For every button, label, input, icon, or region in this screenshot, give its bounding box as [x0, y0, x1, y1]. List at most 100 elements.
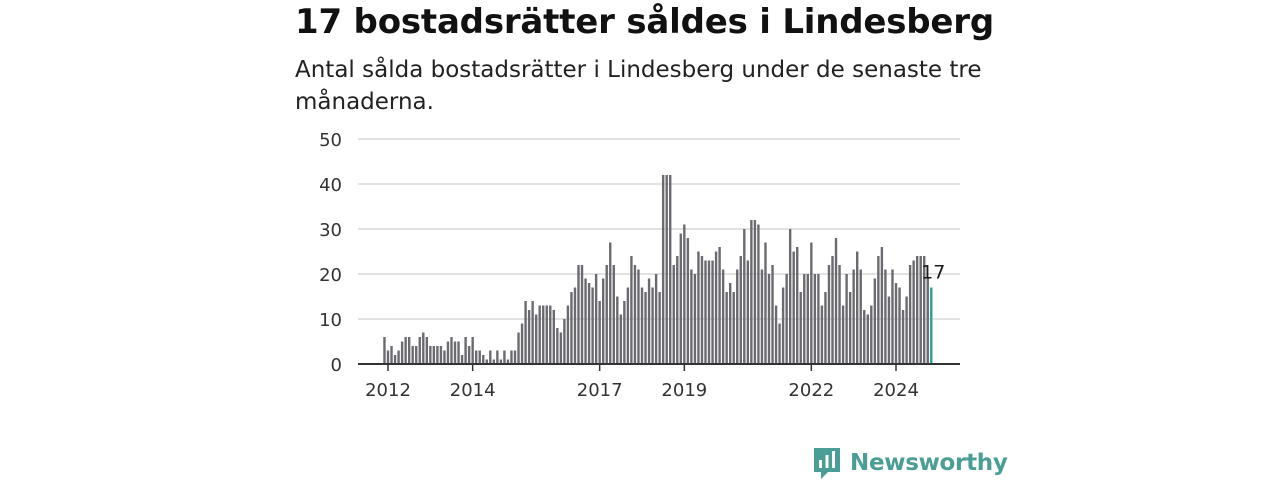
bar [658, 292, 661, 364]
x-tick-label: 2014 [450, 380, 496, 401]
bar [443, 350, 446, 364]
newsworthy-logo: Newsworthy [812, 446, 1008, 480]
bar [467, 346, 471, 364]
bar [707, 260, 711, 364]
bar [771, 265, 774, 364]
bar [728, 283, 732, 364]
bar [810, 242, 813, 364]
bar [513, 350, 517, 364]
bar [538, 305, 541, 364]
bar [788, 229, 792, 364]
bar [637, 269, 640, 364]
bar [778, 323, 781, 364]
bar [679, 233, 683, 364]
bar [891, 269, 894, 364]
bar [612, 265, 615, 364]
bar [411, 346, 414, 364]
bar [545, 305, 548, 364]
bar [721, 269, 725, 364]
bar [845, 274, 848, 364]
bar [609, 242, 612, 364]
bar [630, 256, 633, 364]
bar [912, 260, 915, 364]
bar [877, 256, 880, 364]
bar [383, 337, 386, 364]
y-tick-label: 0 [331, 355, 342, 376]
bar [926, 278, 929, 364]
bar [831, 256, 834, 364]
bar [781, 287, 785, 364]
bar [499, 359, 503, 364]
bar [753, 220, 757, 364]
bar [418, 337, 421, 364]
bar [404, 337, 407, 364]
bar [503, 350, 506, 364]
bar [626, 287, 630, 364]
bar [704, 260, 707, 364]
bar [739, 256, 742, 364]
bar [736, 269, 739, 364]
bar [556, 328, 559, 364]
bar [534, 314, 538, 364]
bar [799, 292, 802, 364]
bar [894, 283, 898, 364]
bar [496, 350, 499, 364]
bar [457, 341, 460, 364]
bar [732, 292, 735, 364]
bar [820, 305, 824, 364]
bar [686, 238, 690, 364]
bar [524, 301, 527, 364]
bar [697, 251, 700, 364]
bar [542, 305, 545, 364]
x-tick-label: 2024 [873, 380, 919, 401]
bar [520, 323, 524, 364]
bar [887, 296, 891, 364]
bar [651, 287, 654, 364]
bar [767, 274, 771, 364]
y-tick-label: 20 [319, 265, 342, 286]
bar [601, 278, 605, 364]
y-tick-label: 40 [319, 175, 342, 196]
bar [492, 359, 496, 364]
bar [573, 287, 577, 364]
bar [633, 265, 637, 364]
bar [531, 301, 534, 364]
bar [587, 283, 591, 364]
bar [757, 224, 760, 364]
y-tick-label: 10 [319, 310, 342, 331]
bar [563, 319, 566, 364]
x-tick-label: 2019 [661, 380, 707, 401]
bar [474, 350, 478, 364]
bar [683, 224, 686, 364]
x-tick-label: 2022 [788, 380, 834, 401]
bar [400, 341, 404, 364]
bar [841, 305, 845, 364]
bar [827, 265, 831, 364]
bar [559, 332, 563, 364]
bar [390, 346, 393, 364]
bar [661, 175, 665, 364]
bar [552, 310, 556, 364]
bar [743, 229, 746, 364]
bar [718, 247, 721, 364]
bar [848, 292, 852, 364]
bar [460, 355, 464, 364]
bar [873, 278, 877, 364]
bar-chart: 0 10 20 30 40 50 17 2012 2014 2017 2019 2022 2024 [319, 130, 960, 401]
bar [676, 256, 679, 364]
bar [647, 278, 651, 364]
bar [905, 296, 908, 364]
bar [439, 346, 443, 364]
bar [485, 359, 488, 364]
bar [577, 265, 580, 364]
bar [923, 256, 926, 364]
last-value-label: 17 [921, 262, 945, 284]
bar [792, 251, 795, 364]
bar [919, 256, 922, 364]
bar [432, 346, 436, 364]
bar [623, 301, 626, 364]
bar [619, 314, 623, 364]
bar [464, 337, 467, 364]
bar [393, 355, 397, 364]
y-tick-label: 50 [319, 130, 342, 151]
